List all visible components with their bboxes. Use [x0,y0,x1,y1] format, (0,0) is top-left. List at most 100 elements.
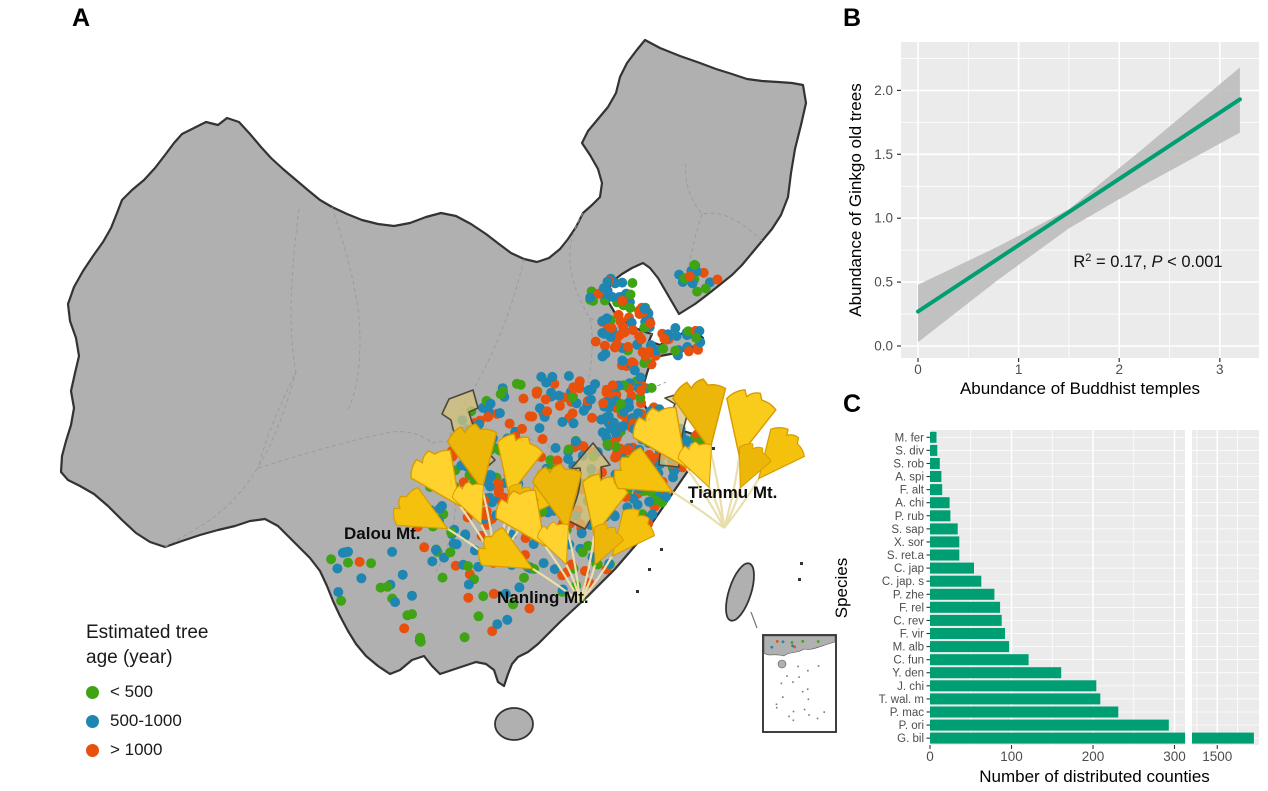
map-dot [590,336,601,347]
ginkgo-leaf [392,486,449,530]
map-dot [546,387,557,398]
map-dot [540,394,551,405]
inset-islet [808,714,810,716]
inset-dot [770,645,774,649]
map-dot [407,590,417,601]
species-tick-label: C. jap. s [882,576,924,588]
bar-f-vir [930,628,1005,639]
leaf-stem [685,466,725,529]
map-dot [597,427,608,438]
map-dot [632,408,643,419]
map-dot [415,632,425,643]
species-tick-label: Y. den [892,668,924,680]
map-dot [527,411,538,422]
y-axis-title: Abundance of Ginkgo old trees [846,83,865,316]
ginkgo-leaf [726,389,777,458]
bar-g-bil [930,732,1186,744]
inset-islet [792,681,794,683]
map-dot [585,292,596,303]
y-tick-label: 1.5 [874,147,893,162]
inset-islet [806,688,809,690]
inset-islet [775,706,778,709]
inset-islet [807,698,810,701]
map-dot [482,412,493,422]
map-dot [601,387,612,398]
map-dot [434,503,445,514]
map-dot [567,392,578,403]
leaf-stem [722,456,741,529]
inset-islet [817,665,820,667]
species-tick-label: M. fer [895,432,925,444]
bar-a-chi [930,497,950,509]
species-tick-label: P. ori [899,720,924,732]
ginkgo-leaf [495,489,546,548]
map-dot [524,603,535,614]
species-tick-label: S. div [895,445,924,457]
map-dot [617,277,628,288]
province-boundary [569,212,593,383]
species-tick-label: C. jap [894,563,924,575]
map-dot [504,418,515,429]
map-dot [340,547,351,558]
leaf-stem [531,567,581,603]
legend-item-gt1000: > 1000 [86,740,209,760]
map-dot [587,412,598,423]
bar-m-fer [930,431,937,443]
map-dot [332,563,343,574]
map-dot [623,397,634,408]
legend-item-label: 500-1000 [110,711,182,731]
species-tick-label: A. spi [895,472,924,484]
legend-items: < 500 500-1000 > 1000 [86,682,209,760]
map-dot [387,546,398,557]
map-dot [549,564,560,575]
bar-p-ori [930,719,1169,731]
map-dot [397,569,408,580]
legend-item-label: > 1000 [110,740,163,760]
leaf-stem [672,491,725,529]
coastal-islet [648,568,651,571]
leaf-stem [723,487,742,529]
map-dot [463,579,474,590]
province-boundary [257,208,300,469]
map-dot [576,528,587,539]
map-dot [578,405,589,416]
map-dot [451,539,462,550]
inset-dot [790,641,794,644]
map-dot [537,434,548,444]
map-dot [670,323,681,333]
map-dot [615,316,626,327]
ginkgo-leaf [672,378,727,452]
ginkgo-leaf [477,526,534,570]
map-dot [585,394,596,405]
inset-islet [788,715,790,718]
bar-x-sor [930,536,960,548]
map-dot [639,303,650,314]
regression-line [916,97,1242,314]
map-dot [493,478,504,489]
map-dot [671,331,682,341]
map-dot [636,385,647,396]
map-dot [619,327,630,338]
map-dot [625,303,636,313]
map-dot [598,398,609,409]
map-dot [547,371,558,382]
ginkgo-leaf [410,449,461,508]
map-dot [603,411,614,422]
legend-item-label: < 500 [110,682,154,702]
leaf-stem [579,564,597,603]
inset-dot [791,644,794,648]
coastal-islet [712,447,715,450]
map-dot [518,393,529,404]
map-dot [670,345,681,356]
map-dot [617,295,628,306]
map-dot [689,259,700,270]
x-tick-label: 0 [914,362,922,377]
map-dot [646,382,657,393]
species-tick-label: C. rev [893,615,924,627]
map-dot [354,556,365,567]
ginkgo-leaf [677,441,713,489]
map-dot [485,398,496,409]
dash-line-mark [750,611,758,629]
bar-s-div [930,444,938,456]
